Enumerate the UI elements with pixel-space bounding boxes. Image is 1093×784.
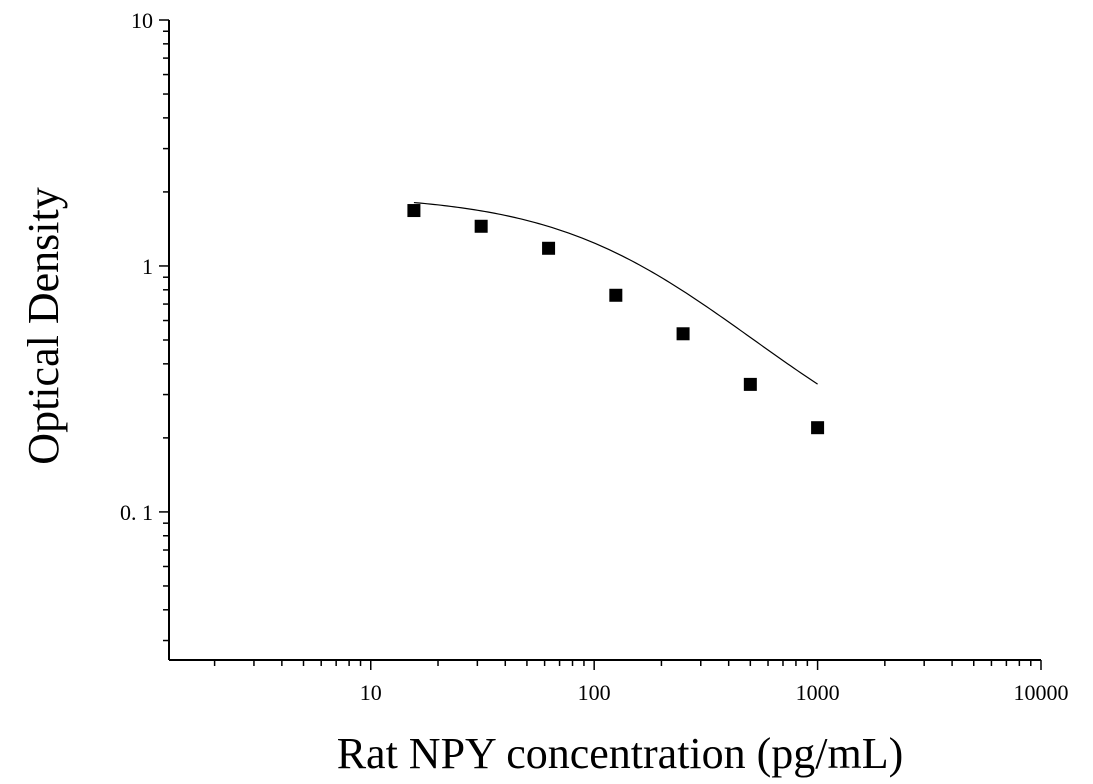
data-point [676, 327, 690, 341]
data-point [542, 241, 556, 255]
y-tick-label: 1 [142, 254, 153, 279]
x-tick-label: 10000 [1014, 680, 1069, 705]
fit-curve-layer [413, 201, 818, 385]
x-axis-title: Rat NPY concentration (pg/mL) [337, 729, 904, 778]
data-points [407, 204, 825, 435]
data-point [474, 219, 488, 233]
x-tick-labels: 10 100 1000 10000 [360, 680, 1069, 705]
fit-curve [413, 201, 818, 385]
axes [168, 20, 1041, 661]
x-tick-label: 10 [360, 680, 382, 705]
x-tick-marks [213, 660, 1042, 670]
data-point [407, 204, 421, 218]
y-tick-labels: 10 1 0. 1 [120, 8, 153, 525]
data-point [743, 377, 757, 391]
y-tick-label: 0. 1 [120, 500, 153, 525]
data-point [609, 288, 623, 302]
x-tick-label: 1000 [796, 680, 840, 705]
y-tick-marks [159, 19, 169, 642]
data-point [811, 421, 825, 435]
y-axis-title: Optical Density [19, 187, 68, 464]
y-tick-label: 10 [131, 8, 153, 33]
x-tick-label: 100 [578, 680, 611, 705]
